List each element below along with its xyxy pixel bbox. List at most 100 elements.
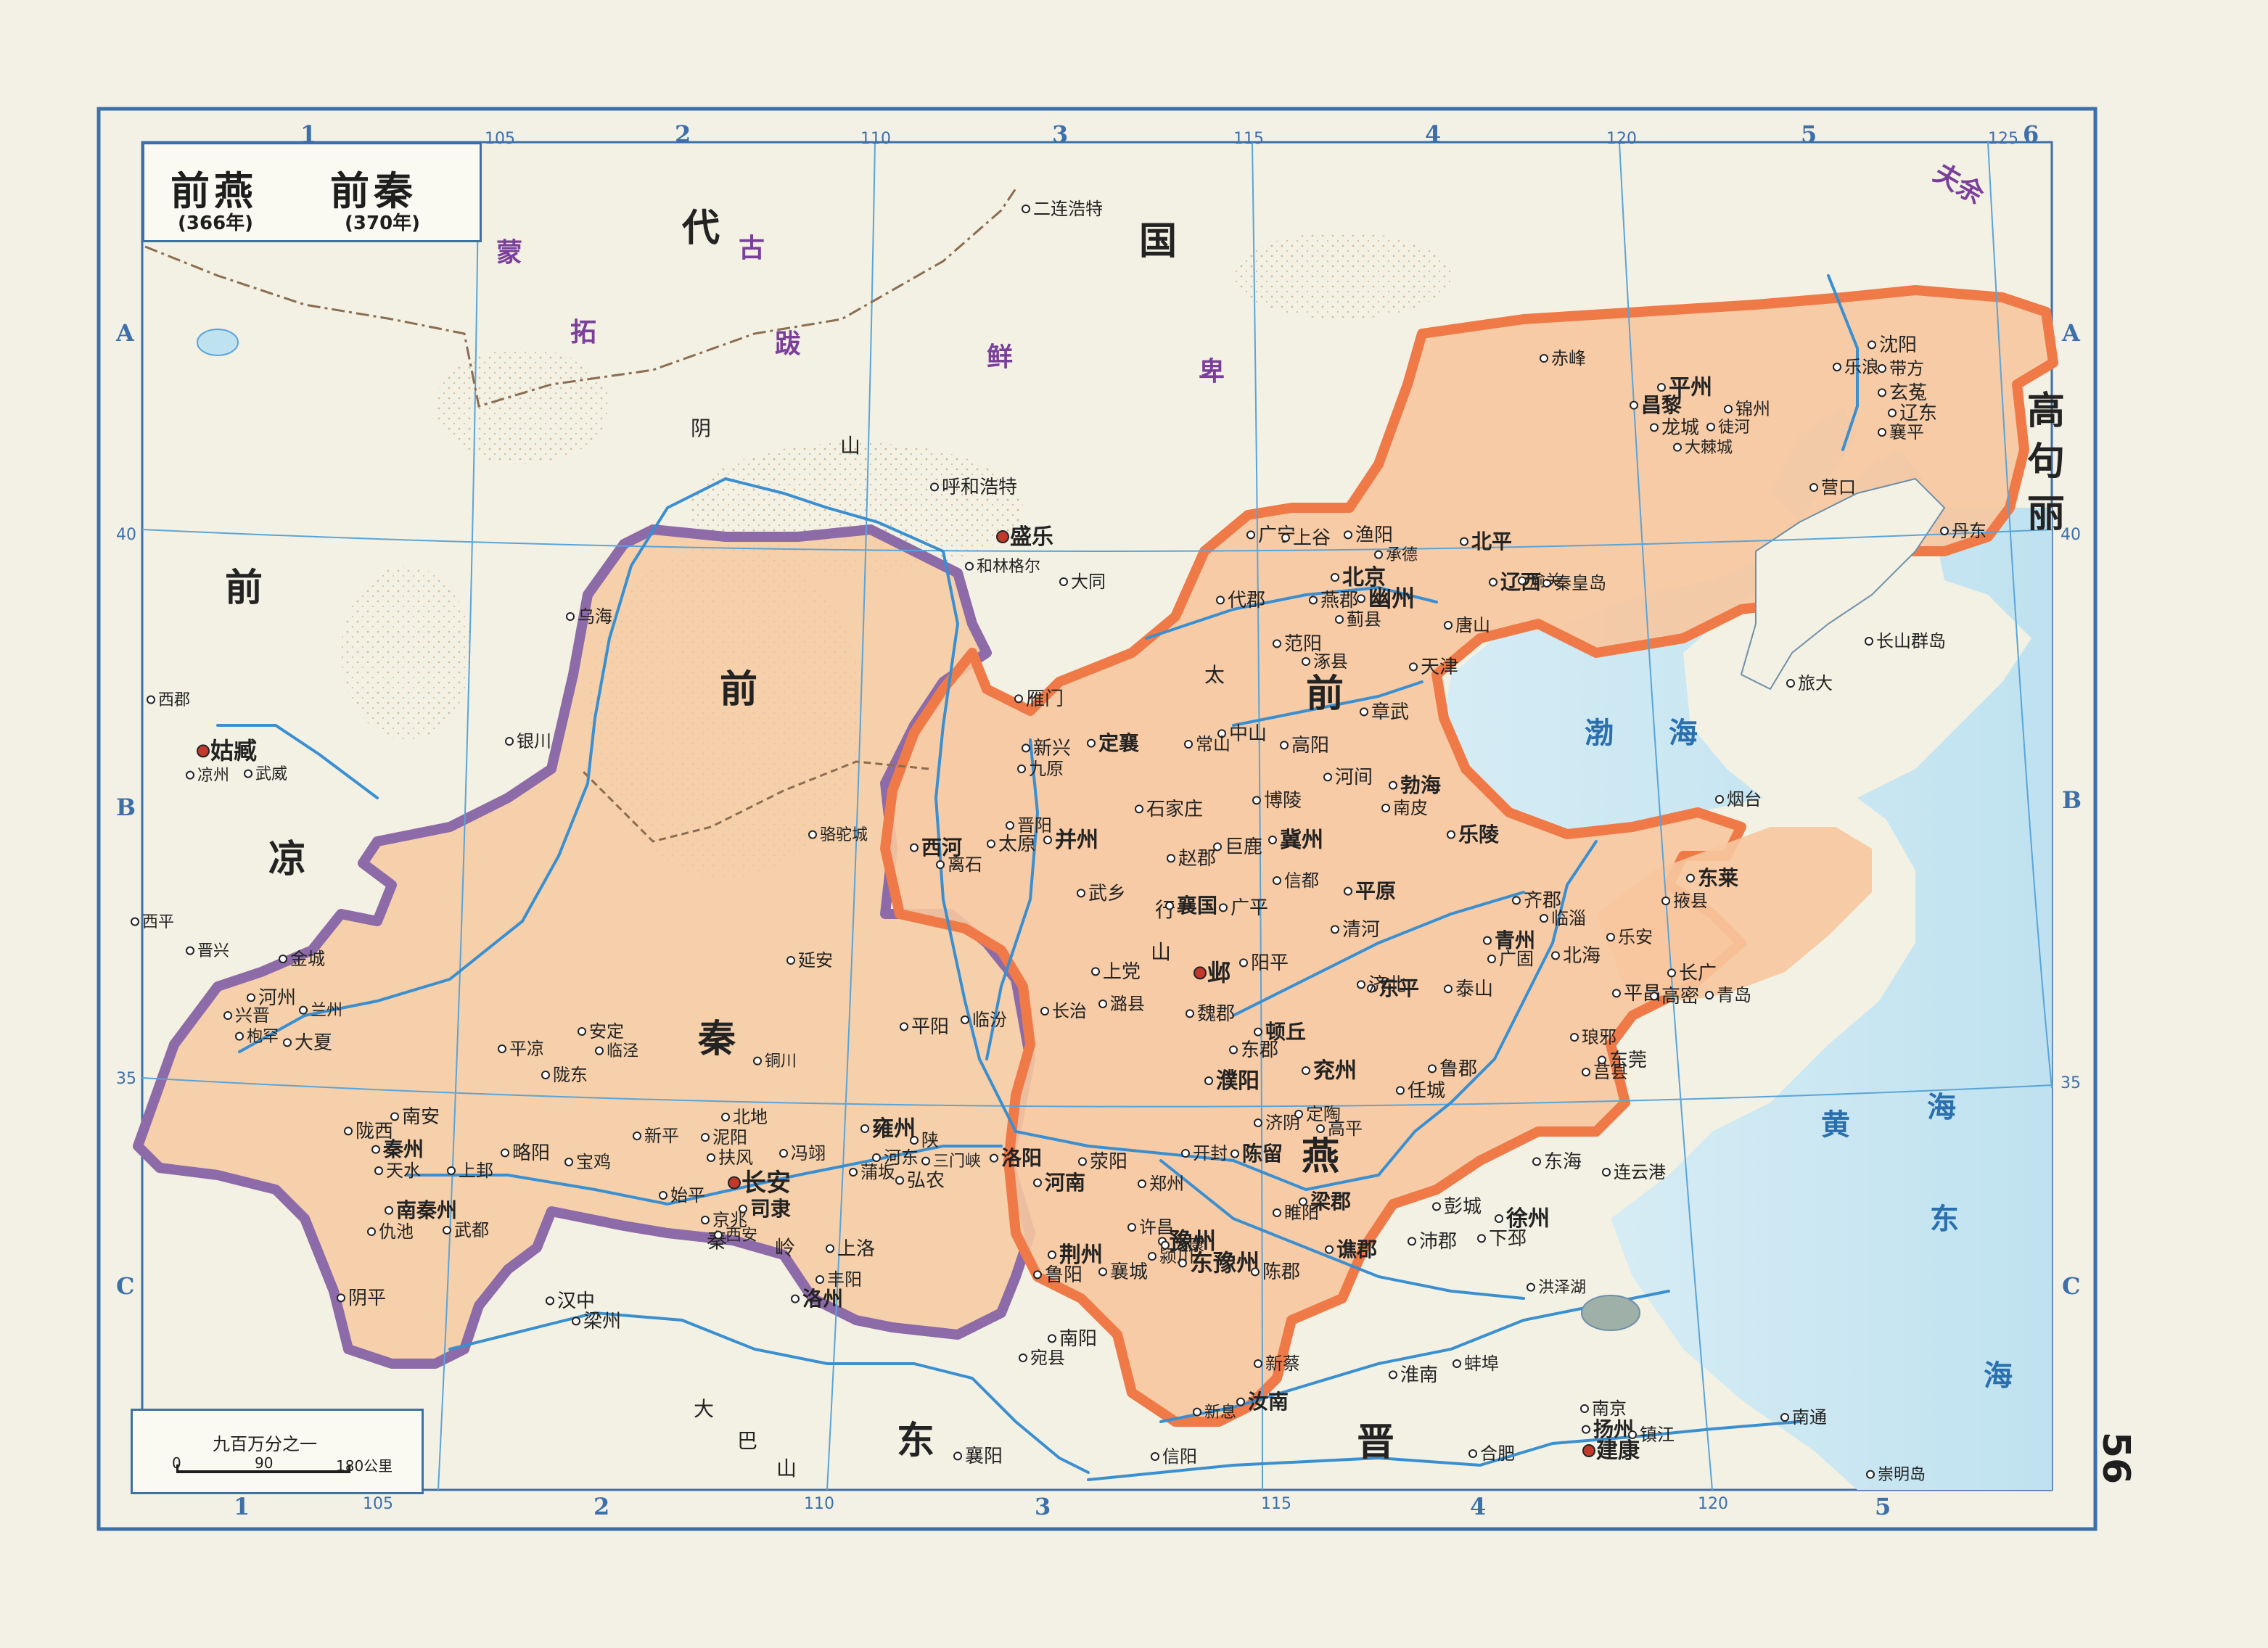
row-right-c: C bbox=[2062, 1272, 2080, 1300]
city-label: 雍州 bbox=[872, 1116, 916, 1142]
city-marker bbox=[965, 561, 974, 571]
city-label: 襄城 bbox=[1110, 1261, 1148, 1283]
city-marker bbox=[930, 482, 939, 492]
city-label: 广平 bbox=[1230, 897, 1268, 919]
city-marker bbox=[1540, 354, 1548, 363]
mtn-taihang-2: 行 bbox=[1155, 898, 1175, 922]
city-label: 襄平 bbox=[1889, 422, 1924, 442]
city-label: 鲁郡 bbox=[1439, 1058, 1477, 1080]
city-marker bbox=[223, 1011, 232, 1020]
city-label: 范阳 bbox=[1284, 633, 1322, 655]
city-marker bbox=[1487, 955, 1496, 963]
city-marker bbox=[895, 1176, 904, 1185]
city-label: 广宁 bbox=[1258, 524, 1296, 546]
col-bottom-1: 1 bbox=[234, 1493, 250, 1520]
city-marker bbox=[1251, 1267, 1260, 1277]
city-marker bbox=[566, 612, 575, 621]
city-label: 涿县 bbox=[1313, 651, 1348, 672]
city-marker bbox=[753, 1056, 762, 1066]
city-label: 章武 bbox=[1371, 701, 1409, 723]
city-label: 长广 bbox=[1679, 963, 1717, 984]
lon-top-105: 105 bbox=[485, 130, 515, 148]
lat-35-right: 35 bbox=[2060, 1074, 2081, 1092]
city-marker bbox=[283, 1038, 292, 1047]
city-label: 新兴 bbox=[1033, 738, 1071, 759]
city-label: 长山群岛 bbox=[1876, 631, 1946, 651]
mtn-daba-3: 山 bbox=[776, 1457, 797, 1480]
city-label: 北地 bbox=[733, 1107, 768, 1127]
city-marker bbox=[367, 1227, 376, 1236]
col-top-5: 5 bbox=[1801, 120, 1817, 148]
city-label: 承德 bbox=[1386, 546, 1418, 564]
city-label: 潞县 bbox=[1110, 994, 1145, 1014]
city-label: 临泾 bbox=[607, 1042, 638, 1060]
city-marker bbox=[1033, 1270, 1042, 1280]
scale-tick-0: 0 bbox=[172, 1454, 181, 1472]
city-marker bbox=[1374, 550, 1383, 559]
city-label: 乐浪 bbox=[1844, 357, 1879, 377]
city-label: 天津 bbox=[1421, 656, 1458, 678]
city-marker bbox=[1323, 772, 1332, 782]
city-label: 阴平 bbox=[348, 1288, 386, 1309]
city-marker bbox=[1254, 1359, 1262, 1368]
city-marker bbox=[1273, 1208, 1281, 1217]
city-marker bbox=[1193, 966, 1207, 980]
city-marker bbox=[1705, 991, 1714, 1000]
city-marker bbox=[1048, 1334, 1056, 1343]
city-marker bbox=[1512, 896, 1521, 905]
city-label: 陇东 bbox=[553, 1065, 588, 1085]
city-label: 徐州 bbox=[1505, 1206, 1550, 1232]
city-label: 顿丘 bbox=[1265, 1020, 1306, 1044]
city-label: 濮阳 bbox=[1216, 1068, 1260, 1094]
city-label: 许昌 bbox=[1139, 1217, 1174, 1237]
city-marker bbox=[791, 1294, 800, 1303]
title-year-a: (366年) bbox=[178, 213, 254, 234]
meridian-110 bbox=[826, 141, 876, 1491]
city-label: 泰山 bbox=[1455, 978, 1493, 1000]
region-qianliang-2: 凉 bbox=[268, 837, 306, 881]
meridian-115 bbox=[1252, 141, 1263, 1491]
city-label: 荥阳 bbox=[1090, 1151, 1127, 1173]
city-label: 阳平 bbox=[1251, 952, 1289, 974]
region-dongjin-2: 晋 bbox=[1357, 1420, 1394, 1464]
region-qianyan-1: 前 bbox=[1306, 672, 1344, 716]
city-marker bbox=[1518, 576, 1527, 585]
city-marker bbox=[921, 1156, 930, 1166]
city-label: 赤峰 bbox=[1551, 348, 1586, 368]
scale-tick-90: 90 bbox=[255, 1454, 274, 1472]
city-marker bbox=[1184, 740, 1193, 749]
city-marker bbox=[1453, 1359, 1461, 1368]
sea-huanghai-2: 海 bbox=[1927, 1090, 1956, 1124]
city-marker bbox=[1127, 1223, 1136, 1232]
city-marker bbox=[371, 1145, 380, 1154]
city-label: 鲁阳 bbox=[1045, 1264, 1082, 1286]
region-qianqin-1: 前 bbox=[720, 667, 757, 712]
city-marker bbox=[1161, 1240, 1170, 1250]
city-label: 中山 bbox=[1229, 723, 1267, 745]
city-label: 南安 bbox=[402, 1106, 440, 1128]
city-label: 宛县 bbox=[1030, 1348, 1065, 1368]
city-marker bbox=[990, 1153, 998, 1163]
city-marker bbox=[1091, 967, 1100, 976]
region-qianliang-1: 前 bbox=[225, 566, 263, 610]
city-marker bbox=[1667, 968, 1676, 978]
city-marker bbox=[1630, 400, 1638, 410]
col-top-6: 6 bbox=[2023, 120, 2039, 148]
city-marker bbox=[1878, 388, 1886, 397]
city-marker bbox=[1344, 886, 1352, 896]
row-left-a: A bbox=[115, 319, 135, 347]
mtn-taihang-1: 太 bbox=[1204, 663, 1225, 687]
city-marker bbox=[996, 530, 1009, 543]
city-marker bbox=[1532, 1157, 1541, 1166]
city-marker bbox=[247, 993, 255, 1002]
city-label: 淮南 bbox=[1400, 1364, 1438, 1386]
city-marker bbox=[1715, 795, 1724, 804]
city-label: 离石 bbox=[948, 854, 982, 875]
city-label: 平凉 bbox=[509, 1039, 544, 1059]
city-label: 定陶 bbox=[1306, 1104, 1341, 1124]
city-marker bbox=[244, 769, 252, 778]
city-label: 洛阳 bbox=[1001, 1146, 1042, 1170]
city-label: 长安 bbox=[741, 1169, 791, 1198]
city-marker bbox=[815, 1275, 824, 1284]
city-marker bbox=[1043, 836, 1052, 844]
